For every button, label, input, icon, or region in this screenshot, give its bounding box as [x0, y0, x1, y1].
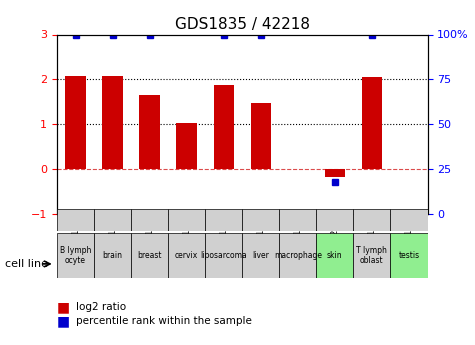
FancyBboxPatch shape [94, 233, 131, 278]
Text: macrophage: macrophage [274, 251, 322, 260]
FancyBboxPatch shape [131, 233, 168, 278]
FancyBboxPatch shape [279, 209, 316, 231]
Text: T lymph
oblast: T lymph oblast [357, 246, 388, 265]
Title: GDS1835 / 42218: GDS1835 / 42218 [175, 17, 310, 32]
Text: skin: skin [327, 251, 342, 260]
Text: cell line: cell line [5, 259, 48, 269]
FancyBboxPatch shape [168, 233, 205, 278]
Bar [177, 123, 197, 169]
Text: liver: liver [252, 251, 269, 260]
Bar [140, 95, 160, 169]
FancyBboxPatch shape [242, 209, 279, 231]
FancyBboxPatch shape [353, 209, 390, 231]
Bar [66, 76, 86, 169]
FancyBboxPatch shape [168, 209, 205, 231]
FancyBboxPatch shape [279, 233, 316, 278]
Text: ■: ■ [57, 314, 70, 328]
Text: brain: brain [103, 251, 123, 260]
FancyBboxPatch shape [316, 233, 353, 278]
FancyBboxPatch shape [316, 209, 353, 231]
FancyBboxPatch shape [205, 209, 242, 231]
FancyBboxPatch shape [94, 209, 131, 231]
Bar [362, 77, 382, 169]
FancyBboxPatch shape [390, 209, 428, 231]
Text: testis: testis [399, 251, 419, 260]
Text: cervix: cervix [175, 251, 198, 260]
Bar [325, 169, 345, 177]
FancyBboxPatch shape [57, 209, 94, 231]
FancyBboxPatch shape [353, 233, 390, 278]
Text: ■: ■ [57, 300, 70, 314]
Text: breast: breast [137, 251, 162, 260]
Text: percentile rank within the sample: percentile rank within the sample [76, 316, 252, 326]
Text: liposarcoma: liposarcoma [200, 251, 247, 260]
Text: log2 ratio: log2 ratio [76, 302, 126, 312]
Bar [214, 85, 234, 169]
FancyBboxPatch shape [242, 233, 279, 278]
Bar [103, 76, 123, 169]
Text: B lymph
ocyte: B lymph ocyte [60, 246, 91, 265]
FancyBboxPatch shape [131, 209, 168, 231]
FancyBboxPatch shape [390, 233, 428, 278]
FancyBboxPatch shape [205, 233, 242, 278]
FancyBboxPatch shape [57, 233, 94, 278]
Bar [251, 103, 271, 169]
